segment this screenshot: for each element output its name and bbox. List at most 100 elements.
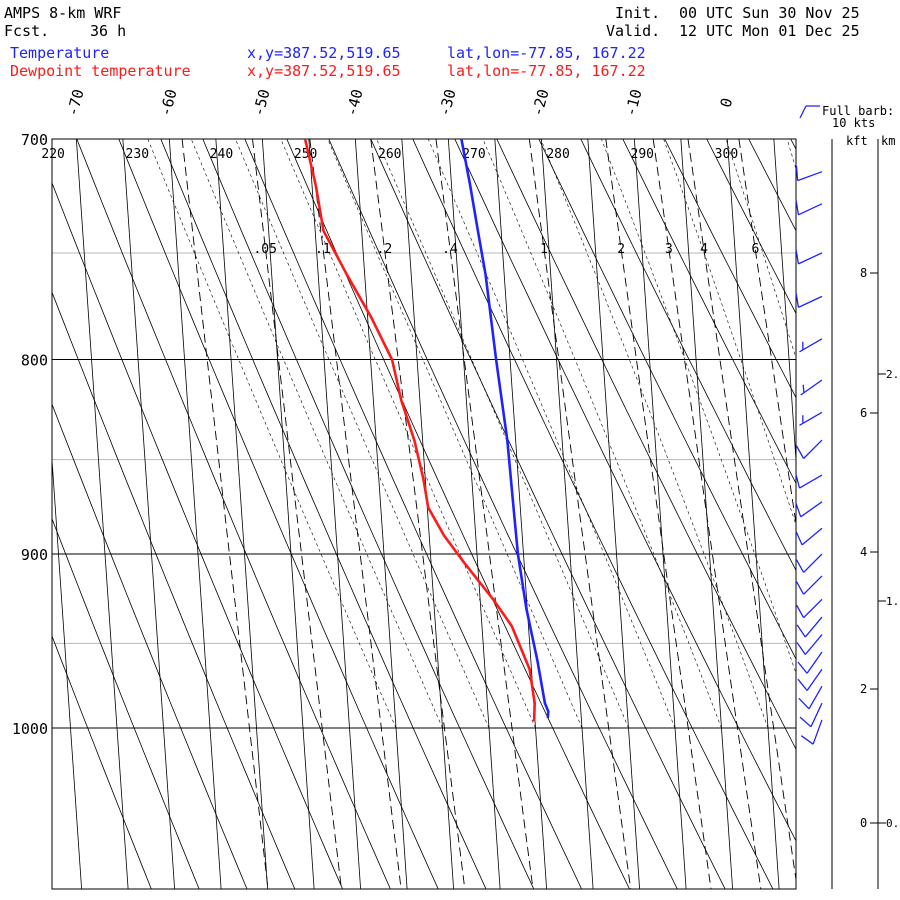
theta-label: 220	[41, 147, 64, 162]
wind-barb	[795, 292, 823, 308]
temperature-profile	[460, 139, 550, 719]
mixing-ratio-label: .1	[315, 242, 331, 257]
km-axis-title: km	[881, 134, 895, 148]
isotherm-label: 0	[717, 96, 737, 109]
km-tick-label: 2.	[886, 368, 899, 381]
isotherm-line	[308, 139, 362, 889]
moist-adiabat-line	[601, 139, 796, 675]
isotherm-label: -50	[249, 87, 273, 118]
height-axis: kft km 8 6 4 2 0 2. 1. 0.	[831, 134, 899, 889]
mixing-ratio-line	[528, 139, 632, 889]
moist-adiabat-line	[190, 139, 443, 729]
isotherm-line	[215, 139, 269, 889]
dry-adiabat-line	[790, 139, 796, 150]
wind-barb	[796, 634, 823, 655]
dry-adiabat-line	[622, 139, 796, 485]
moist-adiabat-line	[235, 139, 490, 729]
mixing-ratio-line	[181, 139, 269, 889]
theta-label: 240	[210, 147, 233, 162]
theta-label: 230	[126, 147, 149, 162]
isotherm-label: -20	[528, 87, 552, 118]
dry-adiabat-line	[52, 291, 296, 889]
pressure-label: 700	[21, 131, 48, 149]
isotherm-line	[168, 139, 222, 889]
plot-frame	[51, 138, 797, 890]
mixing-ratio-label: .05	[253, 242, 276, 257]
moist-adiabat-line	[786, 139, 796, 170]
dry-adiabat-line	[412, 139, 774, 889]
wind-barb	[800, 719, 823, 745]
dry-adiabat-line	[580, 139, 796, 572]
dry-adiabat-line	[76, 139, 391, 889]
mixing-ratio-line	[605, 139, 712, 889]
dry-adiabat-line	[52, 403, 248, 889]
kft-tick-label: 6	[860, 406, 867, 420]
legend-dewpoint-name: Dewpoint temperature	[10, 62, 191, 80]
moist-adiabat-line	[540, 139, 769, 729]
isotherm-line	[773, 139, 796, 466]
wind-barb	[795, 200, 823, 216]
moist-adiabat-line	[376, 139, 629, 729]
dry-adiabat-line	[538, 139, 796, 660]
wind-barb	[796, 616, 823, 638]
dry-adiabat-line	[454, 139, 796, 842]
dry-adiabat-line	[52, 635, 152, 889]
dry-adiabat-line	[244, 139, 582, 889]
wind-barb	[795, 575, 823, 595]
isotherm-line	[447, 139, 501, 889]
init-label: Init.	[615, 4, 661, 22]
mixing-ratio-line	[652, 139, 762, 889]
moist-adiabat-line	[327, 139, 583, 729]
forecast-label: Fcst.	[4, 22, 50, 40]
mixing-ratio-label: 2	[617, 242, 625, 257]
wind-barb	[795, 473, 823, 489]
mixing-ratio-label: 1	[540, 242, 548, 257]
wind-barb	[799, 411, 823, 426]
wind-barb	[799, 338, 823, 353]
isotherm-line	[726, 139, 780, 889]
pressure-label: 800	[21, 352, 48, 370]
wind-barb	[795, 598, 823, 619]
legend-dewpoint-latlon: lat,lon=-77.85, 167.22	[447, 62, 646, 80]
wind-barb	[795, 249, 823, 265]
dry-adiabat-line	[286, 139, 630, 889]
isotherm-label: -70	[63, 87, 87, 118]
model-title: AMPS 8-km WRF	[4, 4, 122, 22]
dry-adiabat-line	[52, 181, 343, 889]
legend-temperature-xy: x,y=387.52,519.65	[247, 44, 401, 62]
pressure-label: 900	[21, 546, 48, 564]
moist-adiabat-line	[147, 139, 397, 729]
isotherm-line	[354, 139, 408, 889]
isotherm-line	[540, 139, 594, 889]
pressure-label: 1000	[12, 720, 48, 738]
isotherm-line	[52, 454, 83, 889]
mixing-ratio-label: 4	[700, 242, 708, 257]
wind-barb	[799, 702, 823, 728]
wind-barb	[795, 527, 823, 546]
isotherm-label: -40	[342, 87, 366, 118]
moist-adiabat-line	[280, 139, 536, 729]
kft-tick-label: 4	[860, 545, 867, 559]
mixing-ratio-line	[252, 139, 342, 889]
dry-adiabat-line	[496, 139, 796, 751]
dry-adiabat-line	[833, 139, 900, 889]
theta-label: 300	[715, 147, 738, 162]
km-tick-label: 0.	[886, 817, 899, 830]
dry-adiabat-line	[370, 139, 726, 889]
wind-barb	[795, 501, 823, 518]
chart-header: AMPS 8-km WRF Fcst. 36 h Init. 00 UTC Su…	[0, 0, 900, 90]
theta-label: 260	[378, 147, 401, 162]
isotherm-line	[633, 139, 687, 889]
sounding-profiles	[303, 139, 550, 722]
wind-barb	[798, 685, 823, 710]
theta-label: 290	[631, 147, 654, 162]
valid-time: 12 UTC Mon 01 Dec 25	[679, 22, 860, 40]
dry-adiabat-line	[706, 139, 796, 315]
isotherm-line	[494, 139, 548, 889]
wind-barbs: Full barb:10 kts	[795, 104, 894, 745]
moist-adiabat-line	[427, 139, 676, 729]
isotherm-line	[401, 139, 455, 889]
wind-barb	[800, 379, 823, 396]
isotherm-line	[867, 139, 900, 889]
